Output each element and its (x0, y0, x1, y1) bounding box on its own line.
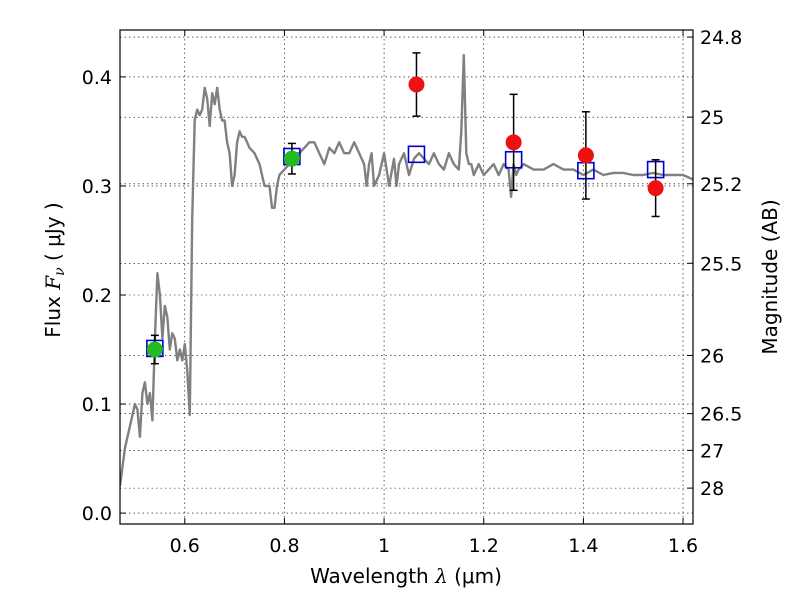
plot-area (120, 52, 693, 486)
y-tick-label: 0.3 (82, 176, 112, 198)
x-axis-title: Wavelength λ (μm) (310, 564, 502, 588)
y-tick-label: 0.1 (82, 394, 112, 416)
x-tick-label: 1.6 (668, 535, 698, 557)
observed-data-point (283, 150, 300, 167)
model-photometry-point (407, 145, 426, 164)
magnitude-tick-label: 25.5 (700, 253, 742, 275)
magnitude-tick-label: 26 (700, 345, 724, 367)
observed-data-point (505, 134, 522, 151)
y-tick-label: 0.0 (82, 503, 112, 525)
x-tick-label: 0.6 (170, 535, 200, 557)
magnitude-tick-label: 24.8 (700, 27, 742, 49)
observed-data-point (577, 147, 594, 164)
x-tick-label: 1.2 (469, 535, 499, 557)
spectrum-line (120, 53, 693, 486)
x-tick-label: 0.8 (269, 535, 299, 557)
observed-data-point (146, 341, 163, 358)
y-tick-label: 0.2 (82, 285, 112, 307)
x-tick-label: 1 (378, 535, 390, 557)
magnitude-tick-label: 25 (700, 107, 724, 129)
magnitude-tick-label: 25.2 (700, 174, 742, 196)
x-tick-label: 1.4 (568, 535, 598, 557)
y2-axis-title: Magnitude (AB) (758, 199, 782, 354)
magnitude-tick-label: 28 (700, 478, 724, 500)
axis-ticks: 0.6 0.8 1 1.2 1.4 1.6 0.0 0.1 0.2 0.3 0.4 24.8 25 25.… (82, 27, 743, 557)
magnitude-tick-label: 27 (700, 440, 724, 462)
observed-data-point (647, 180, 664, 197)
magnitude-tick-label: 26.5 (700, 404, 742, 426)
y-tick-label: 0.4 (82, 67, 112, 89)
observed-data-point (408, 76, 425, 93)
y-axis-title: Flux Fν ( μJy ) (41, 202, 68, 337)
plot-frame (119, 29, 694, 525)
